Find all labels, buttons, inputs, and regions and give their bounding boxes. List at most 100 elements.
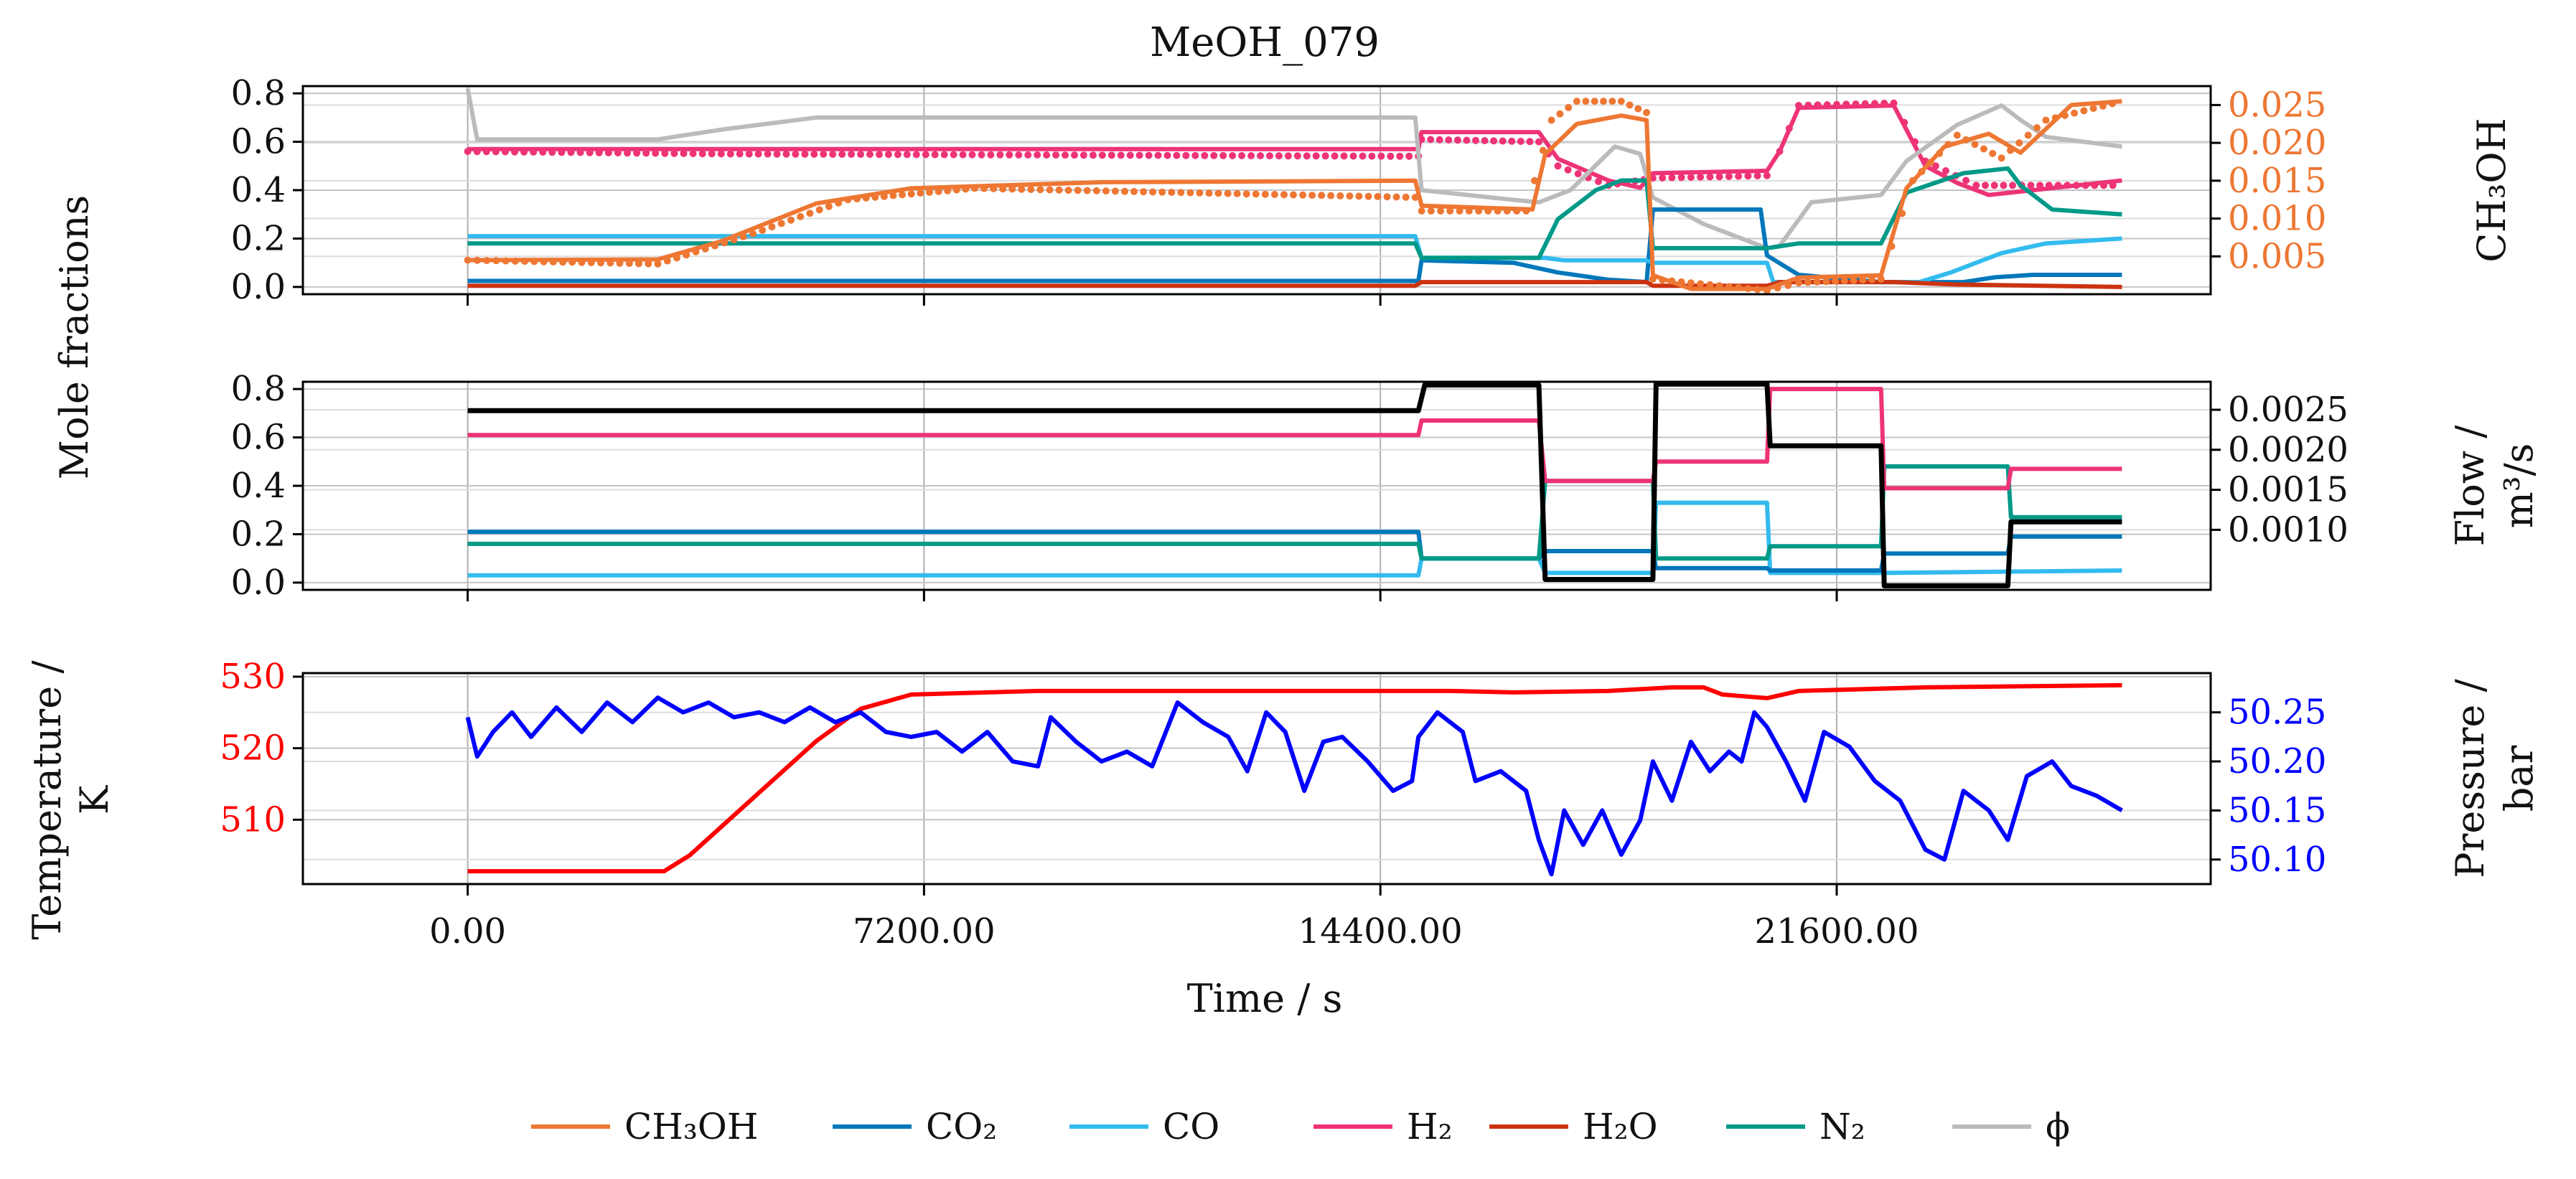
- y-tick-label: 520: [220, 728, 286, 769]
- series-point-H2: [511, 148, 518, 156]
- series-point-CH3OH: [663, 257, 671, 265]
- series-point-H2: [884, 151, 892, 159]
- series-point-H2: [726, 150, 734, 158]
- series-point-CH3OH: [1687, 279, 1695, 287]
- series-point-CH3OH: [1355, 192, 1363, 200]
- series-point-CH3OH: [1582, 98, 1590, 105]
- series-point-CH3OH: [1626, 101, 1634, 109]
- series-point-CH3OH: [990, 184, 998, 192]
- series-point-H2: [1435, 136, 1443, 144]
- series-point-H2: [820, 150, 828, 158]
- series-point-H2: [1418, 136, 1425, 144]
- series-point-CH3OH: [1196, 189, 1204, 197]
- series-point-H2: [838, 151, 846, 158]
- series-point-H2: [2036, 182, 2044, 189]
- series-point-CH3OH: [1064, 187, 1072, 194]
- series-point-CH3OH: [777, 220, 785, 227]
- series-point-H2: [1219, 151, 1227, 159]
- series-point-H2: [1735, 172, 1743, 180]
- y2-tick-label: 50.10: [2228, 840, 2326, 880]
- series-point-CH3OH: [1725, 283, 1733, 291]
- y2-axis-label: Pressure /: [2448, 678, 2493, 878]
- series-point-H2: [1427, 136, 1435, 144]
- y2-tick-label: 0.0015: [2228, 470, 2348, 510]
- y2-axis-label: m³/s: [2496, 443, 2542, 529]
- y2-axis-label: bar: [2496, 746, 2542, 812]
- legend-label-H2O: H₂O: [1583, 1106, 1658, 1147]
- series-point-H2: [576, 149, 584, 156]
- series-point-H2: [1517, 138, 1524, 145]
- series-point-H2: [680, 149, 688, 157]
- series-point-CH3OH: [1158, 188, 1166, 196]
- y-tick-label: 0.6: [231, 122, 286, 162]
- series-point-CH3OH: [1898, 210, 1906, 217]
- series-point-H2: [2109, 182, 2117, 189]
- series-point-H2: [745, 150, 753, 158]
- series-point-H2: [1349, 152, 1357, 160]
- series-point-H2: [876, 151, 883, 159]
- series-point-CH3OH: [1411, 194, 1419, 201]
- series-point-H2: [1015, 151, 1023, 159]
- y-tick-label: 0.2: [231, 218, 286, 258]
- series-point-CH3OH: [1270, 191, 1278, 198]
- y2-tick-label: 0.0010: [2228, 509, 2348, 550]
- series-line-H2O: [467, 280, 2122, 289]
- legend-label-CH3OH: CH₃OH: [624, 1106, 759, 1147]
- series-point-CH3OH: [1427, 207, 1435, 215]
- series-point-H2: [1911, 138, 1919, 146]
- series-point-H2: [1564, 166, 1572, 174]
- series-point-CH3OH: [616, 259, 624, 267]
- series-point-CH3OH: [1130, 187, 1138, 195]
- series-point-H2: [1823, 101, 1831, 108]
- series-point-CH3OH: [1149, 188, 1157, 196]
- series-point-CH3OH: [999, 185, 1007, 193]
- series-point-CH3OH: [749, 230, 757, 238]
- series-point-H2: [810, 150, 818, 158]
- series-point-CH3OH: [1573, 98, 1580, 105]
- series-point-H2: [1453, 136, 1461, 144]
- series-point-H2: [1377, 152, 1385, 160]
- series-point-CH3OH: [1643, 108, 1651, 116]
- series-point-H2: [1942, 167, 1949, 174]
- series-point-H2: [2027, 182, 2035, 189]
- series-point-CH3OH: [806, 210, 814, 217]
- series-point-H2: [586, 149, 594, 156]
- series-point-CH3OH: [1677, 278, 1685, 286]
- series-point-CH3OH: [1055, 186, 1063, 194]
- series-point-H2: [1405, 152, 1413, 160]
- series-point-CH3OH: [1936, 149, 1944, 157]
- series-point-CH3OH: [835, 199, 843, 207]
- series-point-H2: [931, 151, 939, 159]
- series-point-H2: [1387, 152, 1395, 160]
- series-point-H2: [1034, 151, 1041, 159]
- series-point-CH3OH: [721, 239, 729, 247]
- series-point-H2: [558, 149, 566, 156]
- series-point-CH3OH: [1111, 187, 1119, 195]
- series-point-CH3OH: [1668, 277, 1676, 285]
- series-point-H2: [1062, 151, 1069, 159]
- y-tick-label: 0.6: [231, 418, 286, 458]
- series-point-H2: [614, 149, 622, 156]
- series-point-H2: [1368, 152, 1376, 160]
- series-point-CH3OH: [2109, 100, 2117, 108]
- series-point-CH3OH: [768, 223, 776, 231]
- y-axis-label: Temperature /: [24, 660, 70, 940]
- series-point-CH3OH: [559, 258, 567, 266]
- legend-label-H2: H₂: [1407, 1106, 1453, 1147]
- series-point-H2: [1173, 151, 1181, 159]
- y-tick-label: 0.0: [231, 267, 286, 307]
- series-group: [464, 88, 2122, 294]
- series-point-H2: [903, 151, 911, 159]
- y2-axis-label: Flow /: [2448, 425, 2493, 547]
- series-point-CH3OH: [880, 192, 888, 200]
- series-point-H2: [2000, 182, 2008, 189]
- series-point-H2: [1396, 152, 1404, 160]
- legend: CH₃OH CO₂ CO H₂ H₂O N₂ ϕ: [531, 1106, 2070, 1147]
- series-point-H2: [866, 151, 874, 159]
- series-point-CH3OH: [1868, 276, 1876, 283]
- series-point-CH3OH: [1494, 207, 1502, 215]
- series-point-CH3OH: [1918, 168, 1926, 176]
- x-tick-label: 14400.00: [1298, 911, 1463, 952]
- series-point-H2: [1210, 151, 1218, 159]
- y2-tick-label: 50.25: [2228, 692, 2326, 733]
